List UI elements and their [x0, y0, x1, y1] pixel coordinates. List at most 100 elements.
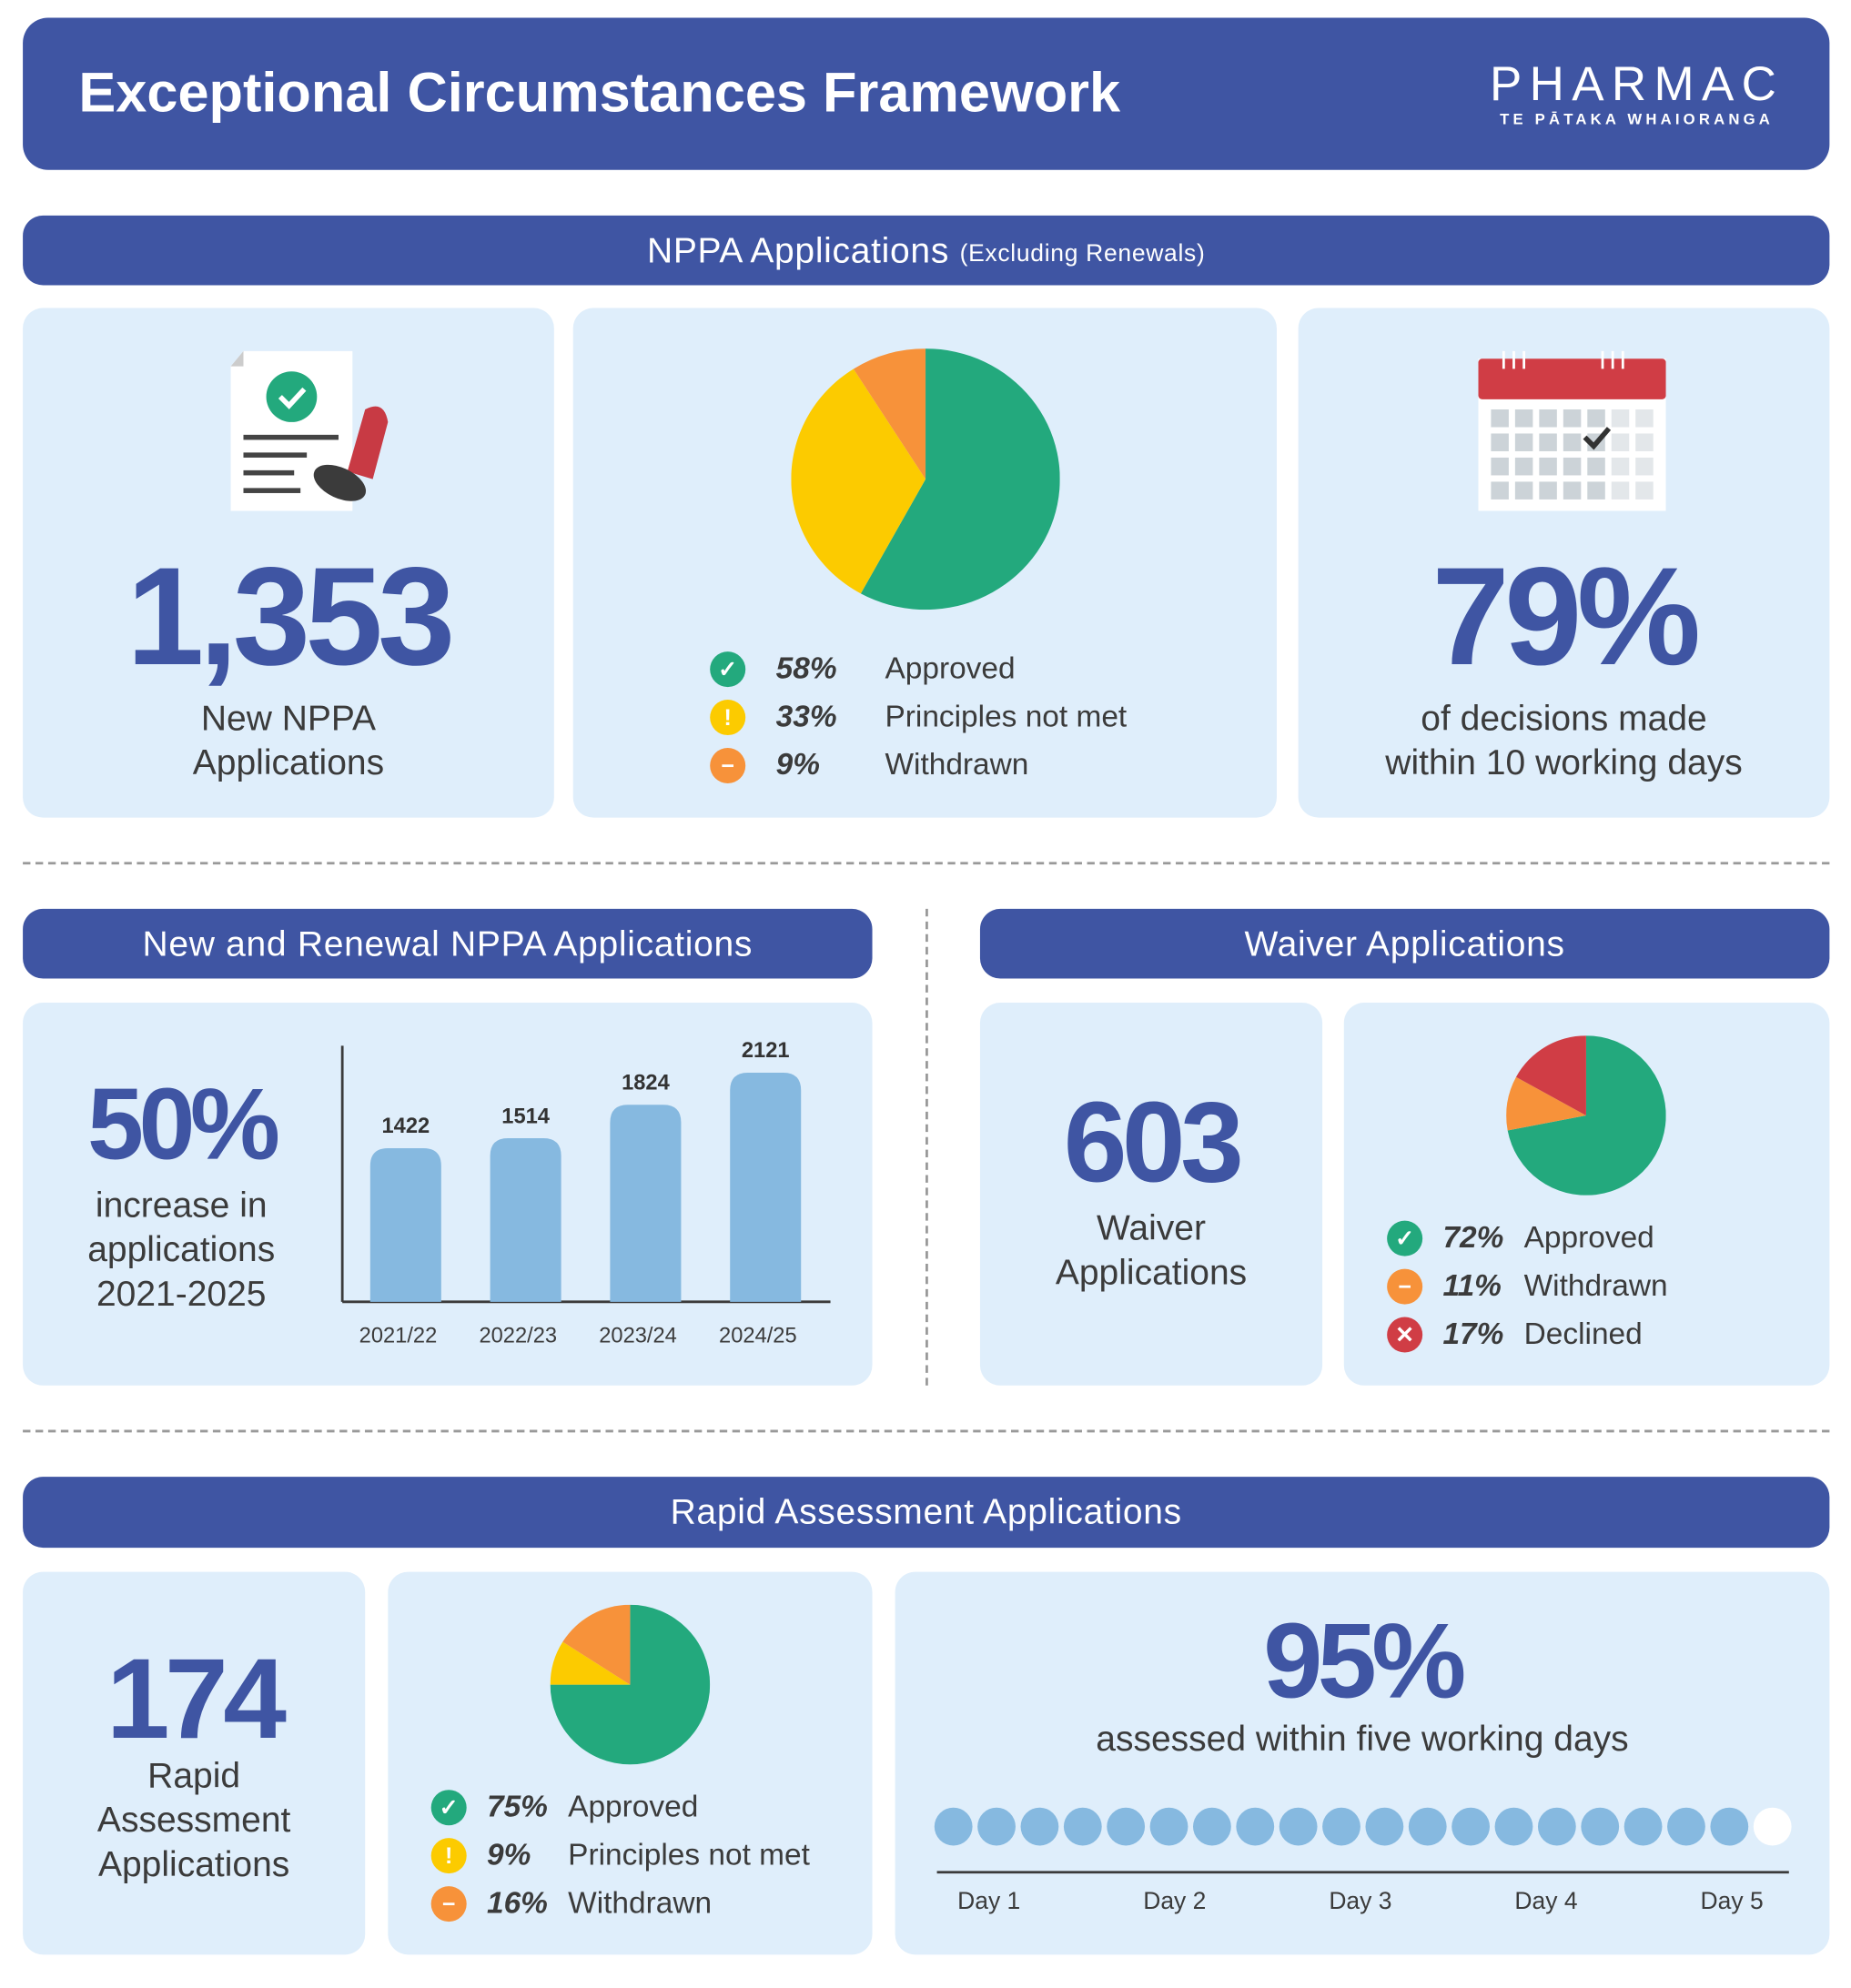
pie-slice-approved	[550, 1604, 711, 1765]
increase-percent: 50%	[87, 1067, 280, 1181]
exclamation-icon: !	[430, 1838, 467, 1874]
section-waiver: Waiver Applications	[979, 908, 1830, 979]
check-icon: ✓	[1387, 1220, 1423, 1256]
vertical-divider	[926, 908, 928, 1386]
card-rapid-count: 174 Rapid Assessment Applications	[23, 1571, 366, 1955]
section-title: NPPA Applications	[646, 229, 950, 270]
card-new-nppa: 1,353 New NPPA Applications	[23, 308, 554, 818]
legend-label: Approved	[885, 651, 1016, 686]
legend-percent: 17%	[1442, 1317, 1504, 1352]
divider	[23, 862, 1830, 865]
bar-2023/24	[610, 1105, 682, 1302]
legend-percent: 16%	[486, 1886, 548, 1921]
nppa-timely-percent: 79%	[1431, 539, 1701, 695]
dot-filled	[1494, 1807, 1533, 1846]
bar-2021/22	[369, 1147, 441, 1302]
card-waiver-count: 603 Waiver Applications	[979, 1003, 1323, 1386]
dot-empty	[1753, 1807, 1792, 1846]
bar-2022/23	[490, 1138, 561, 1302]
nppa-timely-label: of decisions made within 10 working days	[1385, 698, 1743, 782]
legend-item: ! 9% Principles not met	[430, 1832, 810, 1880]
bar-value-label: 2121	[742, 1039, 790, 1063]
pie-slice-withdrawn	[853, 348, 926, 479]
rapid-count: 174	[106, 1636, 287, 1763]
card-nppa-timeliness: 79% of decisions made within 10 working d…	[1298, 308, 1830, 818]
dot-filled	[1408, 1807, 1447, 1846]
pie-slice-withdrawn	[1506, 1076, 1586, 1131]
dot-filled	[1107, 1807, 1146, 1846]
pie-slice-declined	[1515, 1035, 1586, 1116]
legend-label: Principles not met	[568, 1838, 810, 1872]
x-tick-label: 2023/24	[599, 1324, 677, 1347]
nppa-pie-chart	[791, 348, 1060, 611]
day-axis	[936, 1871, 1789, 1874]
day-label: Day 3	[1329, 1888, 1392, 1916]
legend-item: ✕ 17% Declined	[1387, 1311, 1667, 1359]
day-label: Day 1	[957, 1888, 1021, 1916]
legend-label: Approved	[1523, 1220, 1654, 1256]
increase-label: increase in applications 2021-2025	[87, 1185, 276, 1314]
dot-filled	[1322, 1807, 1360, 1846]
waiver-count: 603	[1063, 1080, 1244, 1207]
dot-filled	[1236, 1807, 1275, 1846]
dot-filled	[1020, 1807, 1059, 1846]
bar-value-label: 1824	[622, 1072, 670, 1095]
check-icon: ✓	[710, 651, 746, 688]
document-stamp-icon	[230, 350, 389, 511]
legend-label: Approved	[568, 1790, 699, 1824]
legend-label: Withdrawn	[568, 1886, 713, 1921]
legend-percent: 72%	[1442, 1220, 1504, 1256]
dot-filled	[1710, 1807, 1749, 1846]
minus-icon: −	[430, 1886, 467, 1922]
dot-filled	[1149, 1807, 1188, 1846]
page-title: Exceptional Circumstances Framework	[78, 62, 1121, 125]
x-tick-label: 2021/22	[359, 1324, 438, 1347]
cross-icon: ✕	[1387, 1317, 1423, 1353]
exclamation-icon: !	[710, 700, 746, 736]
bar-2024/25	[730, 1072, 802, 1302]
x-tick-label: 2022/23	[479, 1324, 557, 1347]
card-waiver-outcomes: ✓ 72% Approved −11% Withdrawn ✕ 17% Declined	[1343, 1003, 1830, 1386]
page-header: Exceptional Circumstances Framework PHAR…	[23, 17, 1830, 170]
x-tick-label: 2024/25	[719, 1324, 797, 1347]
card-nppa-outcomes: ✓ 58% Approved! 33% Principles not met −9% Wit…	[572, 308, 1277, 818]
legend-percent: 9%	[486, 1838, 531, 1872]
section-title: Waiver Applications	[1244, 923, 1565, 964]
legend-label: Declined	[1523, 1317, 1643, 1352]
legend-item: ✓ 75% Approved	[430, 1783, 810, 1832]
dot-filled	[1581, 1807, 1620, 1846]
progress-dots	[934, 1807, 1792, 1846]
day-label: Day 4	[1514, 1888, 1578, 1916]
day-label: Day 5	[1700, 1888, 1764, 1916]
rapid-timely-label: assessed within five working days	[1096, 1719, 1629, 1759]
rapid-timely-percent: 95%	[1263, 1600, 1466, 1721]
card-renewal: 50% increase in applications 2021-2025 142…	[23, 1003, 873, 1386]
legend-item: ✓ 72% Approved	[1387, 1215, 1667, 1263]
new-nppa-label: New NPPA Applications	[192, 698, 385, 782]
dot-filled	[977, 1807, 1016, 1846]
legend-percent: 33%	[775, 700, 837, 734]
section-subtitle: (Excluding Renewals)	[959, 240, 1206, 267]
legend-percent: 58%	[775, 651, 837, 686]
minus-icon: −	[710, 747, 746, 783]
legend-item: −11% Withdrawn	[1387, 1263, 1668, 1311]
calendar-check-icon	[1478, 350, 1666, 511]
legend-item: ! 33% Principles not met	[710, 693, 1127, 742]
legend-percent: 9%	[775, 747, 820, 782]
section-rapid: Rapid Assessment Applications	[23, 1477, 1830, 1549]
legend-label: Withdrawn	[1523, 1268, 1668, 1304]
pie-slice-approved	[860, 348, 1060, 611]
waiver-label: Waiver Applications	[1055, 1207, 1248, 1292]
divider	[23, 1429, 1830, 1433]
rapid-pie-chart	[550, 1604, 711, 1765]
pie-slice-withdrawn	[562, 1604, 631, 1685]
day-label: Day 2	[1143, 1888, 1207, 1916]
minus-icon: −	[1387, 1268, 1423, 1305]
pie-slice-principles-not-met	[791, 368, 926, 594]
dot-filled	[1279, 1807, 1318, 1846]
legend-percent: 11%	[1442, 1268, 1502, 1304]
dot-filled	[1365, 1807, 1404, 1846]
card-rapid-outcomes: ✓ 75% Approved! 9% Principles not met −16% Wit…	[388, 1571, 873, 1955]
legend-item: −16% Withdrawn	[430, 1880, 810, 1928]
dot-filled	[1451, 1807, 1491, 1846]
